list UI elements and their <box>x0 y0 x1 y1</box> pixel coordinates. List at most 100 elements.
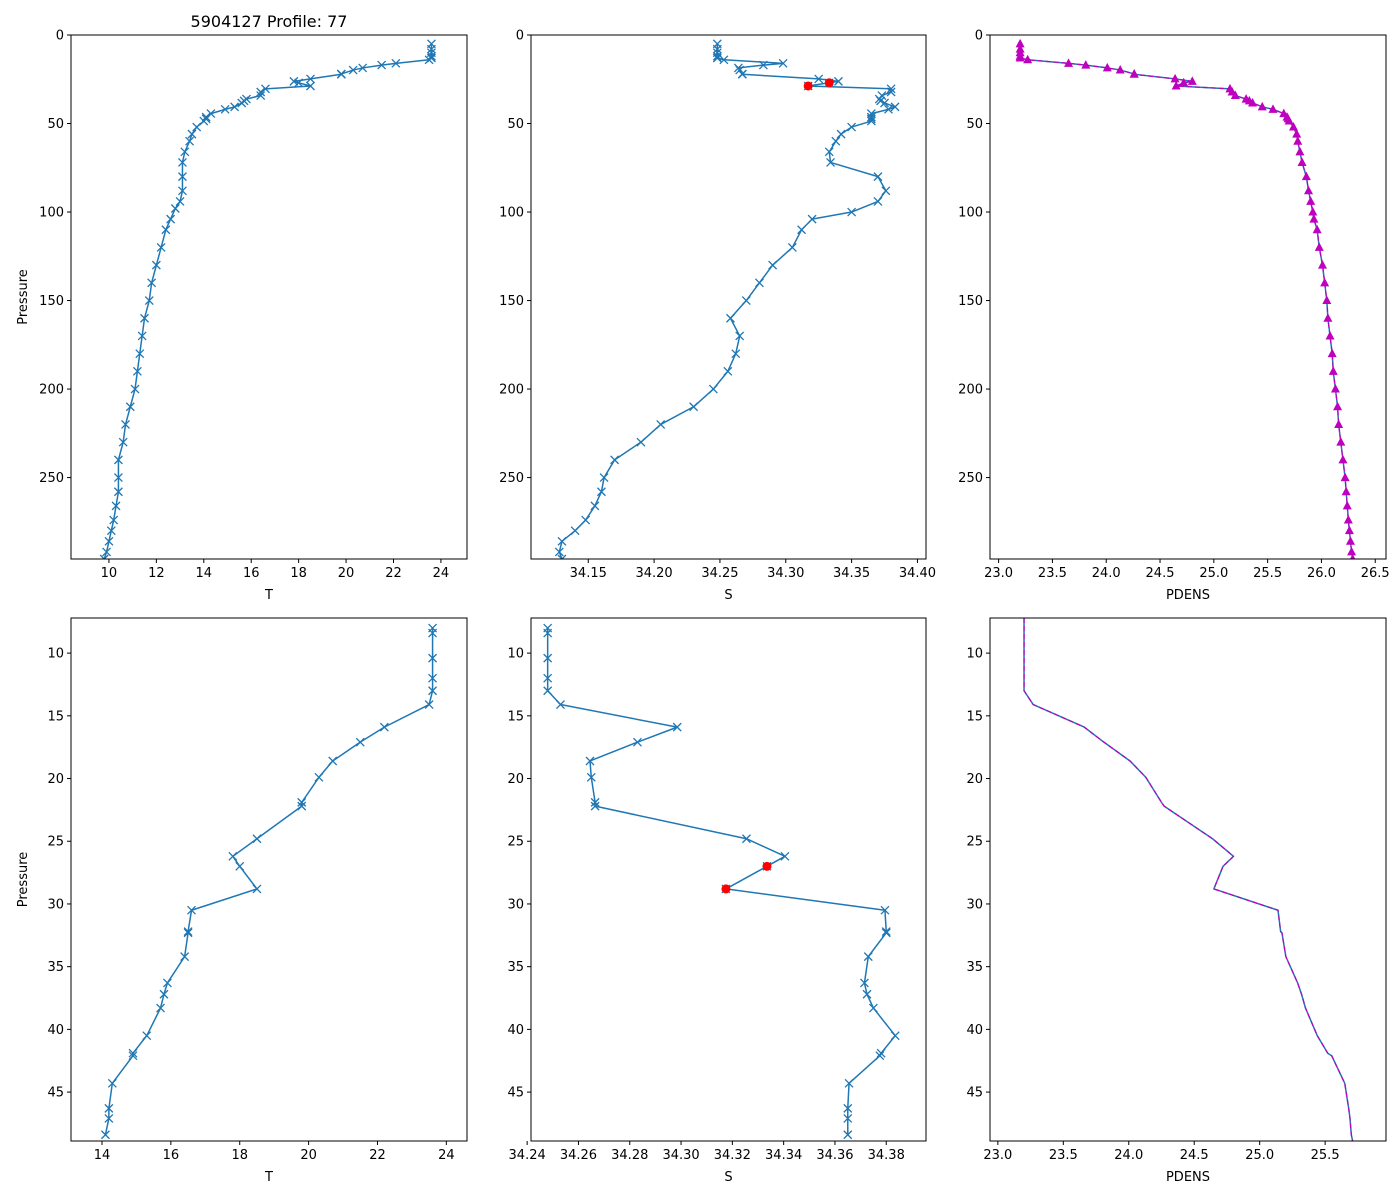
x-tick-label: 24.0 <box>1114 1148 1143 1163</box>
marker-stroke <box>177 186 187 196</box>
y-tick-label: 40 <box>47 1023 64 1038</box>
plot-frame <box>530 617 927 1142</box>
x-tick-label: 34.25 <box>701 566 738 581</box>
data-point-x-marker <box>886 84 896 94</box>
data-point-triangle-marker <box>1257 101 1267 111</box>
marker-stroke <box>183 927 193 937</box>
x-axis-label: S <box>724 1170 732 1185</box>
data-point-x-marker <box>294 78 304 88</box>
marker-stroke <box>121 419 130 429</box>
marker-stroke <box>180 147 190 157</box>
panel-top-temperature: 10 12 14 16 18 20 22 24 0 50 100 150 200 250 T Pressure <box>16 29 468 603</box>
data-point-x-marker <box>833 76 843 86</box>
marker-stroke <box>187 129 197 139</box>
data-point-x-marker <box>881 928 891 938</box>
marker-stroke <box>192 122 202 132</box>
data-layer <box>554 39 900 559</box>
y-tick-label: 35 <box>507 960 524 975</box>
marker-stroke <box>557 536 567 546</box>
x-tick-label: 23.5 <box>1038 566 1067 581</box>
marker-stroke <box>355 737 365 747</box>
data-point-triangle-marker <box>1129 69 1139 78</box>
data-point-x-marker <box>826 157 836 167</box>
data-point-x-marker <box>252 884 262 894</box>
x-axis-label: T <box>264 1170 273 1185</box>
data-point-x-marker <box>177 186 187 196</box>
x-tick-label: 24.5 <box>1180 1148 1209 1163</box>
data-point-triangle-marker <box>1292 129 1302 138</box>
data-point-x-marker <box>161 225 171 235</box>
series-line-s <box>546 628 896 1135</box>
x-tick-label: 14 <box>94 1148 111 1163</box>
plot-frame <box>70 34 468 560</box>
marker-stroke <box>735 331 745 341</box>
data-point-x-marker <box>590 797 600 807</box>
x-tick-label: 12 <box>148 566 165 581</box>
marker-stroke <box>428 653 438 663</box>
marker-stroke <box>868 1003 878 1013</box>
data-point-x-marker <box>876 1048 886 1058</box>
marker-stroke <box>831 136 841 146</box>
data-point-x-marker <box>586 772 596 782</box>
data-point-x-marker <box>426 44 436 54</box>
marker-stroke <box>177 172 187 182</box>
marker-stroke <box>100 1130 110 1140</box>
data-point-triangle-marker <box>1015 38 1025 48</box>
marker-stroke <box>866 116 876 126</box>
data-point-x-marker <box>880 98 889 108</box>
data-point-x-marker <box>543 686 553 696</box>
data-point-x-marker <box>807 214 817 224</box>
y-tick-label: 0 <box>56 29 64 44</box>
data-point-x-marker <box>107 1078 117 1088</box>
data-point-triangle-marker <box>1064 58 1074 67</box>
data-point-x-marker <box>708 384 718 394</box>
data-point-triangle-marker <box>1344 525 1354 535</box>
data-point-x-marker <box>599 473 609 483</box>
marker-stroke <box>104 1103 114 1113</box>
data-point-triangle-marker <box>1338 454 1348 464</box>
data-point-x-marker <box>156 1003 165 1013</box>
data-layer <box>100 623 438 1140</box>
data-point-triangle-marker <box>1308 207 1318 216</box>
data-point-x-marker <box>170 204 180 213</box>
data-point-x-marker <box>557 554 567 559</box>
data-point-triangle-marker <box>1345 536 1355 545</box>
data-point-triangle-marker <box>1322 295 1332 305</box>
marker-stroke <box>199 116 209 126</box>
data-point-x-marker <box>256 91 266 101</box>
data-point-x-marker <box>735 331 745 341</box>
marker-stroke <box>175 196 185 206</box>
data-point-x-marker <box>185 136 195 146</box>
panel-top-salinity: 34.15 34.20 34.25 34.30 34.35 34.40 0 50 100 150 2… <box>499 29 936 604</box>
marker-stroke <box>723 366 733 376</box>
marker-stroke <box>183 928 193 938</box>
x-axis-label: T <box>264 588 273 603</box>
y-tick-label: 100 <box>39 206 64 221</box>
data-point-x-marker <box>199 116 209 126</box>
data-point-triangle-marker <box>1325 330 1335 340</box>
y-tick-label: 10 <box>966 647 983 662</box>
marker-stroke <box>111 501 121 511</box>
marker-stroke <box>109 515 119 525</box>
data-point-triangle-marker <box>1187 76 1197 85</box>
y-tick-label: 35 <box>47 960 64 975</box>
y-tick-label: 200 <box>958 383 983 398</box>
marker-stroke <box>348 65 358 75</box>
marker-stroke <box>426 44 436 54</box>
x-axis-label: PDENS <box>1166 588 1210 603</box>
data-point-x-marker <box>741 296 751 306</box>
marker-stroke <box>156 242 166 252</box>
marker-stroke <box>741 296 751 306</box>
data-point-x-marker <box>590 801 600 811</box>
marker-stroke <box>814 74 824 84</box>
panel-bottom-pdens: 23.0 23.5 24.0 24.5 25.0 25.5 10 15 20 25 30 35 40 45… <box>966 617 1387 1185</box>
data-point-x-marker <box>135 349 145 359</box>
marker-stroke <box>140 313 149 323</box>
marker-stroke <box>881 186 891 196</box>
marker-stroke <box>596 487 606 497</box>
marker-stroke <box>886 87 896 97</box>
marker-stroke <box>843 1130 853 1140</box>
data-point-x-marker <box>102 547 112 557</box>
data-point-x-marker <box>306 74 315 84</box>
marker-stroke <box>297 797 307 807</box>
